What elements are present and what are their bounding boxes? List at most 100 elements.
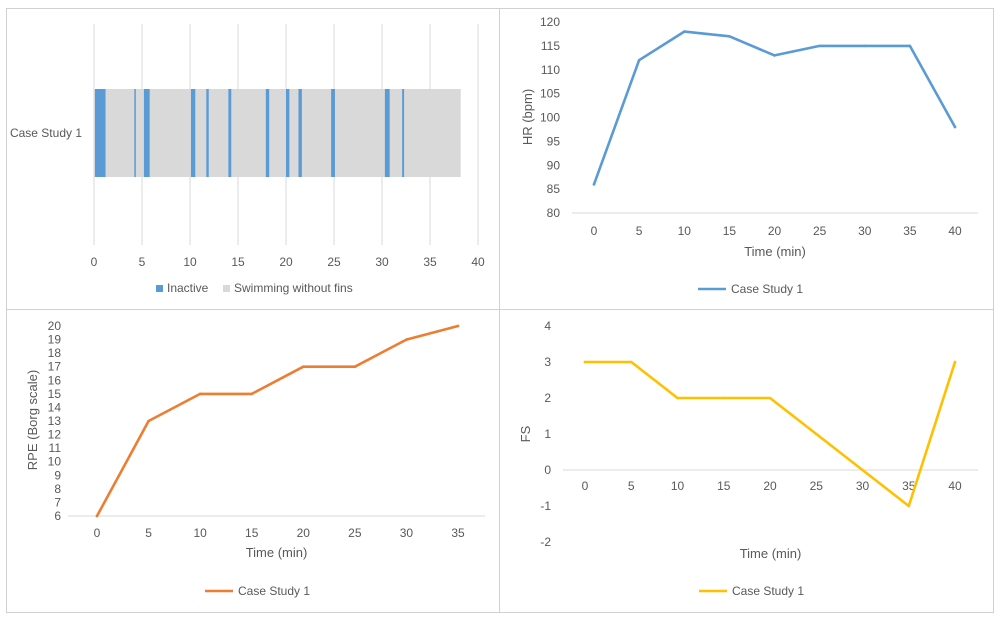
x-tick-label: 30	[858, 224, 872, 238]
bar-segment-inactive	[286, 89, 290, 177]
data-point	[676, 396, 679, 400]
y-tick-label: 17	[48, 360, 62, 374]
y-tick-label: 1	[544, 427, 551, 441]
data-point	[863, 44, 867, 48]
y-tick-label: 20	[48, 319, 62, 333]
panel-frame-hr	[499, 8, 994, 310]
x-tick-label: 30	[375, 255, 389, 269]
y-tick-label: 16	[48, 373, 62, 387]
x-axis-label: Time (min)	[744, 244, 806, 259]
legend-label-swimming: Swimming without fins	[234, 281, 353, 295]
x-tick-label: 35	[423, 255, 437, 269]
x-tick-label: 25	[813, 224, 827, 238]
bar-segment-inactive	[265, 89, 270, 177]
data-point	[629, 360, 633, 364]
x-tick-label: 25	[810, 479, 824, 493]
y-tick-label: 8	[54, 482, 61, 496]
x-tick-label: 5	[145, 526, 152, 540]
y-tick-label: 19	[48, 333, 62, 347]
y-tick-label: 110	[541, 63, 560, 77]
bar-segment-inactive	[94, 89, 106, 177]
y-tick-label: 105	[540, 87, 560, 101]
x-tick-label: 40	[948, 224, 962, 238]
x-tick-label: 15	[723, 224, 737, 238]
y-tick-label: 14	[48, 400, 62, 414]
panel-frame-rpe	[6, 309, 500, 613]
x-tick-label: 20	[297, 526, 311, 540]
y-tick-label: -1	[540, 499, 551, 513]
y-tick-label: 9	[54, 468, 61, 482]
x-tick-label: 30	[856, 479, 870, 493]
bar-segment-inactive	[331, 89, 335, 177]
x-tick-label: 10	[678, 224, 692, 238]
x-tick-label: 10	[671, 479, 685, 493]
timeline-chart: 0 5 10 15 20 25 30 35 40 Case Study 1 Inactive Swim…	[10, 24, 485, 295]
data-point	[768, 396, 772, 400]
y-axis-label: RPE (Borg scale)	[25, 370, 40, 470]
y-tick-label: 90	[547, 158, 561, 172]
y-tick-label: 13	[48, 414, 62, 428]
x-tick-label: 15	[717, 479, 731, 493]
legend-label-inactive: Inactive	[167, 281, 209, 295]
x-tick-label: 10	[183, 255, 197, 269]
x-tick-label: 15	[245, 526, 259, 540]
bar-segment-inactive	[206, 89, 209, 177]
y-tick-label: 7	[54, 495, 61, 509]
y-axis-label: HR (bpm)	[520, 89, 535, 145]
y-tick-label: 115	[541, 39, 560, 53]
data-point	[250, 392, 254, 396]
data-point	[728, 35, 731, 38]
x-tick-label: 5	[139, 255, 146, 269]
y-tick-label: 10	[48, 455, 62, 469]
fs-chart: 0 5 10 15 20 25 30 35 40 -2 -1 0 1 2 3 4 Time (min) FS Cas…	[518, 319, 978, 598]
hr-chart: 0 5 10 15 20 25 30 35 40 80 85 90 95 100 105 110 115 120 T…	[520, 15, 978, 296]
data-point	[908, 44, 912, 48]
data-point	[583, 360, 587, 364]
legend-label: Case Study 1	[732, 584, 804, 598]
y-tick-label: 18	[48, 346, 62, 360]
panel-frame-fs	[499, 309, 994, 613]
data-point	[814, 432, 818, 436]
data-point	[818, 44, 821, 48]
x-axis-label: Time (min)	[740, 546, 802, 561]
y-tick-label: 100	[540, 111, 560, 125]
x-tick-label: 10	[193, 526, 207, 540]
bar-segment-inactive	[228, 89, 232, 177]
data-point	[637, 58, 641, 62]
data-point	[953, 360, 957, 364]
y-tick-label: 120	[540, 15, 560, 29]
rpe-chart: 0 5 10 15 20 25 30 3567891011121314151617181920…	[25, 319, 485, 598]
x-tick-label: 30	[400, 526, 414, 540]
y-axis-label: FS	[518, 425, 533, 442]
data-point	[907, 504, 911, 508]
legend-swatch-inactive	[156, 285, 163, 292]
x-tick-label: 0	[582, 479, 589, 493]
data-point	[773, 54, 776, 57]
data-point	[405, 338, 408, 341]
x-axis-label: Time (min)	[246, 545, 308, 560]
bar-segment-inactive	[134, 89, 136, 177]
y-tick-label: 85	[547, 182, 561, 196]
series-line	[95, 324, 460, 518]
legend-label: Case Study 1	[731, 282, 803, 296]
x-tick-label: 35	[903, 224, 917, 238]
x-tick-label: 20	[279, 255, 293, 269]
bar-segment-inactive	[402, 89, 405, 177]
y-tick-label: 15	[48, 387, 62, 401]
legend-swatch-swimming	[223, 285, 230, 292]
x-tick-label: 25	[348, 526, 362, 540]
x-tick-label: 35	[451, 526, 465, 540]
x-tick-label: 25	[327, 255, 341, 269]
x-tick-label: 0	[91, 255, 98, 269]
data-point	[95, 514, 99, 518]
y-tick-label: 95	[547, 134, 561, 148]
y-tick-label: 0	[544, 463, 551, 477]
x-tick-label: 20	[763, 479, 777, 493]
x-tick-label: 15	[231, 255, 245, 269]
y-tick-label: 4	[544, 319, 551, 333]
y-tick-label: 12	[48, 428, 62, 442]
bar-segment-inactive	[190, 89, 196, 177]
x-tick-label: 40	[948, 479, 962, 493]
bar-segment-inactive	[298, 89, 302, 177]
